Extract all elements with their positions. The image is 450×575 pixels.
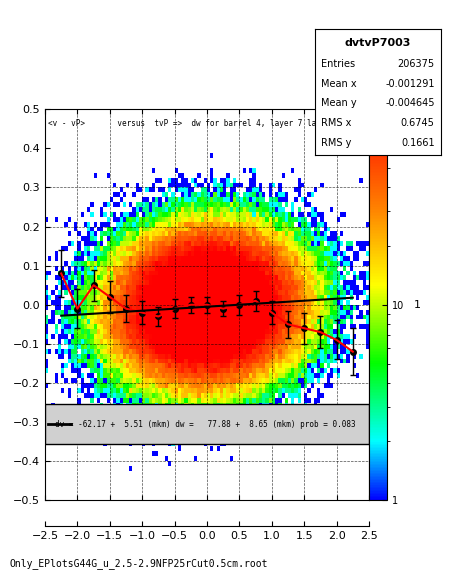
Text: dvtvP7003: dvtvP7003 <box>345 37 411 48</box>
Text: 0.6745: 0.6745 <box>401 118 435 128</box>
Text: 1: 1 <box>414 300 421 310</box>
Text: RMS y: RMS y <box>321 137 352 148</box>
Text: Mean y: Mean y <box>321 98 357 108</box>
Text: 206375: 206375 <box>398 59 435 69</box>
Text: Mean x: Mean x <box>321 79 357 89</box>
Text: <v - vP>       versus  tvP =>  dw for barrel 4, layer 7 ladder 3, all wafers: <v - vP> versus tvP => dw for barrel 4, … <box>48 119 400 128</box>
Text: Only_EPlotsG44G_u_2.5-2.9NFP25rCut0.5cm.root: Only_EPlotsG44G_u_2.5-2.9NFP25rCut0.5cm.… <box>9 558 267 569</box>
Text: 0.1661: 0.1661 <box>401 137 435 148</box>
Text: -0.004645: -0.004645 <box>385 98 435 108</box>
Bar <box>45 404 369 443</box>
Text: dv = -62.17 +  5.51 (mkm) dw =   77.88 +  8.65 (mkm) prob = 0.083: dv = -62.17 + 5.51 (mkm) dw = 77.88 + 8.… <box>55 420 356 428</box>
Text: Entries: Entries <box>321 59 356 69</box>
Text: -0.001291: -0.001291 <box>385 79 435 89</box>
Text: RMS x: RMS x <box>321 118 352 128</box>
Text: 10: 10 <box>414 109 428 119</box>
